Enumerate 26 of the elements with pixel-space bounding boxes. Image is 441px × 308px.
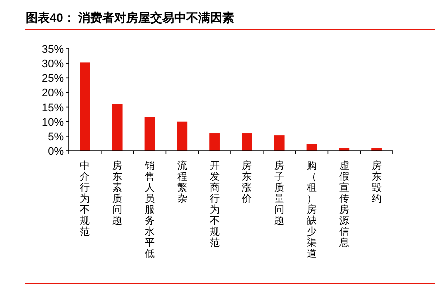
bar — [144, 117, 156, 151]
y-tick-label: 30% — [42, 58, 64, 71]
bar — [80, 62, 90, 151]
y-tick-label: 10% — [42, 116, 64, 129]
x-tick-label: 房东涨价 — [241, 160, 252, 205]
x-tick-label: 中介行为不规范 — [80, 160, 90, 238]
y-tick-label: 25% — [42, 73, 64, 86]
x-tick-label: 房子质量问题 — [274, 160, 285, 227]
bar — [274, 136, 285, 151]
category-label: 购（租）房缺少渠道 — [307, 161, 317, 260]
bar — [177, 122, 188, 151]
x-tick-label: 房东素质问题 — [112, 160, 123, 227]
x-tick-label: 虚假宣传房源信息 — [338, 160, 350, 249]
y-tick-label: 0% — [48, 146, 64, 158]
chart-title: 图表40： 消费者对房屋交易中不满因素 — [26, 11, 235, 25]
category-label: 销售人员服务水平低 — [145, 161, 155, 260]
y-tick-label: 15% — [42, 102, 64, 114]
y-tick-label: 35% — [42, 44, 64, 56]
x-tick-label: 开发商行为不规范 — [210, 161, 220, 249]
x-tick-label: 房东毁约 — [372, 160, 382, 205]
x-tick-label: 流程繁杂 — [177, 160, 188, 205]
bar — [112, 104, 123, 151]
bar — [210, 134, 220, 151]
y-tick-label: 5% — [48, 131, 64, 144]
y-tick-label: 20% — [42, 88, 64, 100]
bar — [242, 134, 252, 151]
